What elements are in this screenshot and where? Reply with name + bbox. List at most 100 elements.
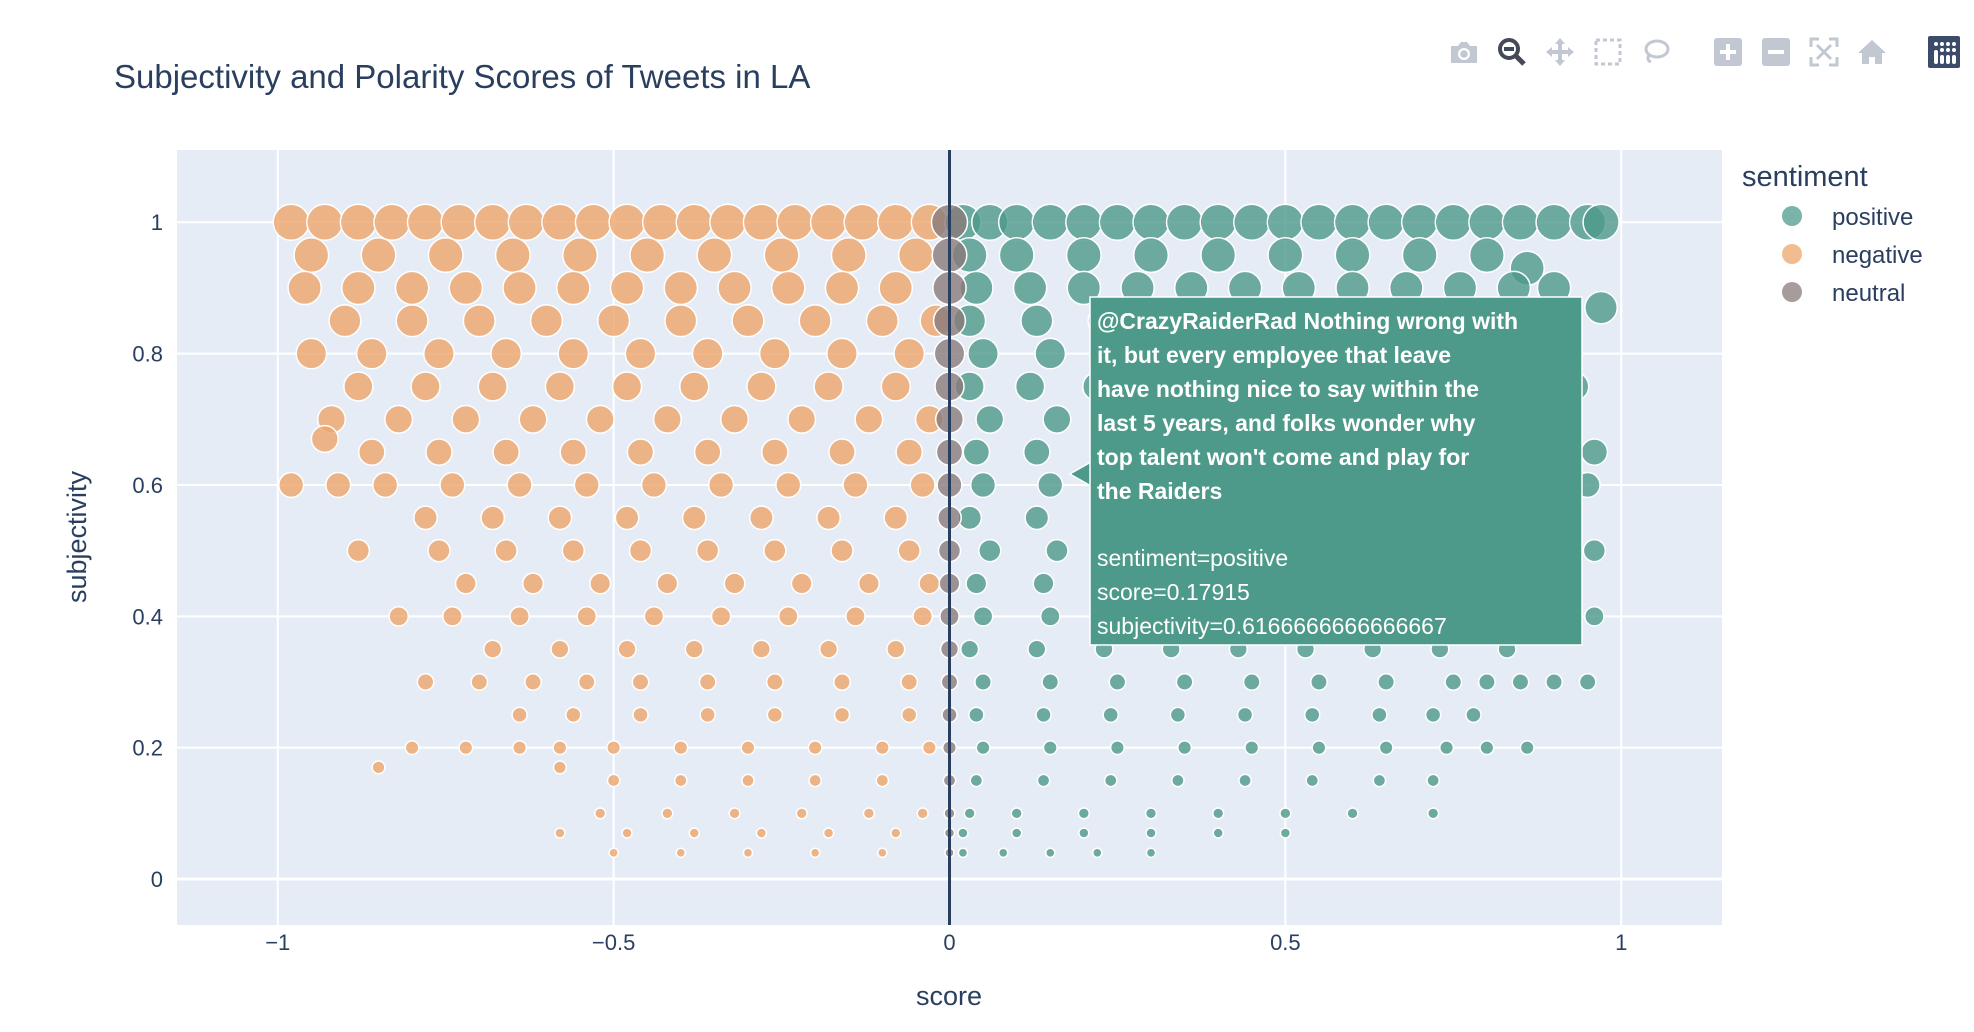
point-negative[interactable]: [862, 807, 876, 820]
point-negative[interactable]: [723, 572, 746, 595]
point-negative[interactable]: [372, 471, 399, 499]
point-positive[interactable]: [960, 639, 980, 659]
point-positive[interactable]: [1468, 237, 1505, 274]
point-negative[interactable]: [357, 438, 386, 466]
point-positive[interactable]: [1439, 740, 1455, 756]
point-positive[interactable]: [974, 673, 993, 691]
point-negative[interactable]: [865, 304, 899, 338]
point-negative[interactable]: [589, 572, 612, 595]
point-negative[interactable]: [295, 337, 328, 370]
point-negative[interactable]: [451, 404, 481, 434]
point-negative[interactable]: [521, 572, 545, 595]
point-positive[interactable]: [1169, 706, 1187, 724]
point-positive[interactable]: [1020, 304, 1054, 338]
point-negative[interactable]: [763, 538, 787, 563]
point-negative[interactable]: [912, 605, 933, 627]
point-negative[interactable]: [492, 438, 521, 466]
legend-item-negative[interactable]: negative: [1782, 242, 1923, 269]
point-negative[interactable]: [661, 807, 674, 820]
point-negative[interactable]: [384, 404, 414, 434]
point-negative[interactable]: [544, 371, 576, 402]
point-negative[interactable]: [458, 740, 474, 756]
point-negative[interactable]: [742, 847, 754, 859]
point-negative[interactable]: [559, 438, 588, 466]
point-positive[interactable]: [1236, 706, 1254, 724]
point-negative[interactable]: [875, 773, 890, 788]
point-negative[interactable]: [675, 203, 713, 241]
point-positive[interactable]: [967, 337, 1000, 370]
point-negative[interactable]: [719, 404, 750, 434]
point-negative[interactable]: [673, 740, 689, 756]
point-positive[interactable]: [1199, 203, 1237, 241]
point-negative[interactable]: [343, 371, 374, 402]
point-positive[interactable]: [1091, 847, 1103, 859]
point-negative[interactable]: [830, 237, 867, 274]
point-negative[interactable]: [608, 847, 619, 859]
point-negative[interactable]: [755, 827, 768, 839]
point-negative[interactable]: [395, 304, 429, 338]
point-positive[interactable]: [957, 847, 969, 859]
point-negative[interactable]: [693, 438, 722, 466]
point-negative[interactable]: [585, 404, 615, 434]
point-negative[interactable]: [506, 471, 533, 499]
point-positive[interactable]: [1027, 639, 1047, 659]
point-negative[interactable]: [483, 639, 503, 659]
point-positive[interactable]: [1102, 706, 1119, 724]
point-positive[interactable]: [1465, 706, 1482, 724]
point-negative[interactable]: [448, 270, 484, 306]
point-negative[interactable]: [828, 438, 856, 466]
point-negative[interactable]: [874, 740, 890, 756]
point-positive[interactable]: [1041, 673, 1060, 691]
point-positive[interactable]: [1305, 773, 1320, 788]
point-negative[interactable]: [763, 237, 800, 274]
point-negative[interactable]: [550, 639, 570, 659]
point-positive[interactable]: [1066, 270, 1102, 306]
point-positive[interactable]: [1372, 773, 1387, 788]
point-negative[interactable]: [339, 203, 378, 241]
point-positive[interactable]: [1377, 673, 1396, 691]
point-positive[interactable]: [1511, 673, 1530, 691]
point-positive[interactable]: [1244, 740, 1260, 756]
point-positive[interactable]: [1266, 203, 1305, 241]
point-negative[interactable]: [770, 270, 806, 306]
point-negative[interactable]: [529, 304, 564, 338]
point-negative[interactable]: [631, 673, 650, 691]
point-positive[interactable]: [1427, 807, 1440, 820]
point-negative[interactable]: [748, 505, 774, 531]
point-negative[interactable]: [813, 371, 844, 402]
point-positive[interactable]: [1367, 203, 1405, 241]
point-negative[interactable]: [877, 203, 915, 241]
point-positive[interactable]: [962, 438, 991, 466]
point-negative[interactable]: [673, 773, 688, 788]
point-negative[interactable]: [440, 203, 478, 241]
point-positive[interactable]: [1044, 847, 1056, 859]
point-negative[interactable]: [561, 237, 599, 274]
point-negative[interactable]: [699, 706, 716, 724]
point-negative[interactable]: [287, 270, 322, 306]
point-negative[interactable]: [795, 807, 808, 820]
point-positive[interactable]: [1378, 740, 1394, 756]
point-negative[interactable]: [717, 270, 752, 306]
point-positive[interactable]: [1014, 371, 1046, 402]
point-positive[interactable]: [1024, 505, 1050, 531]
point-positive[interactable]: [1035, 706, 1052, 724]
pan-icon[interactable]: [1536, 32, 1584, 72]
point-negative[interactable]: [406, 203, 445, 241]
point-positive[interactable]: [1045, 538, 1069, 563]
point-positive[interactable]: [1535, 203, 1573, 241]
legend-item-positive[interactable]: positive: [1782, 204, 1913, 231]
point-positive[interactable]: [1334, 237, 1371, 274]
point-positive[interactable]: [1109, 740, 1125, 756]
point-negative[interactable]: [675, 847, 687, 859]
point-negative[interactable]: [765, 673, 784, 691]
point-negative[interactable]: [573, 471, 600, 499]
point-positive[interactable]: [1039, 605, 1061, 627]
point-positive[interactable]: [1578, 673, 1597, 691]
point-negative[interactable]: [809, 203, 848, 241]
point-positive[interactable]: [1177, 740, 1193, 756]
point-negative[interactable]: [462, 304, 496, 338]
point-negative[interactable]: [293, 237, 330, 274]
point-positive[interactable]: [1584, 290, 1619, 325]
point-negative[interactable]: [547, 505, 573, 531]
point-negative[interactable]: [490, 337, 523, 370]
